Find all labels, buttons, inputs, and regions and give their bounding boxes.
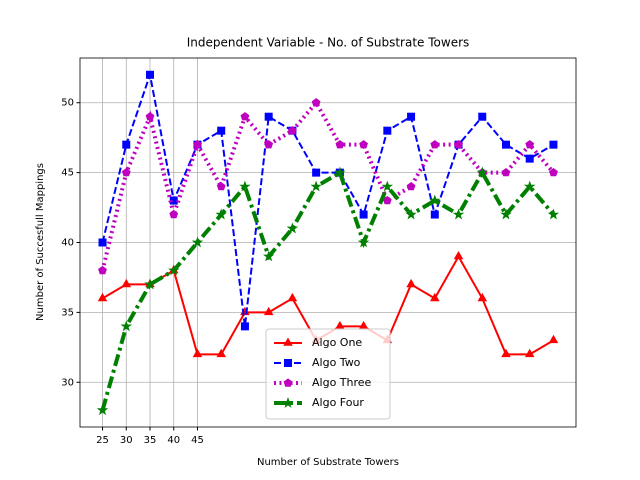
x-tick-label: 45 (191, 435, 204, 446)
marker (405, 208, 417, 220)
series-line (101, 70, 554, 327)
marker (500, 208, 512, 220)
marker (312, 168, 321, 177)
marker (477, 292, 488, 302)
marker (407, 112, 416, 121)
marker (453, 251, 464, 260)
legend-box (265, 328, 391, 420)
marker (286, 222, 299, 234)
series-line (100, 168, 555, 411)
marker (501, 348, 511, 358)
marker (525, 140, 535, 149)
legend-label: Algo Three (312, 376, 372, 389)
marker (283, 378, 293, 387)
marker (547, 208, 560, 220)
marker (310, 180, 322, 192)
marker (216, 181, 226, 191)
x-tick-label: 40 (167, 435, 180, 446)
marker (240, 322, 249, 331)
marker (454, 140, 463, 149)
marker (287, 292, 298, 302)
x-tick-label: 30 (120, 435, 133, 446)
marker (381, 180, 394, 192)
marker (264, 140, 274, 149)
marker (383, 126, 392, 135)
y-tick-label: 35 (61, 307, 74, 318)
marker (240, 112, 250, 121)
y-tick-label: 40 (61, 238, 74, 249)
marker (192, 348, 203, 358)
marker (335, 320, 345, 330)
marker (264, 112, 273, 121)
x-tick-label: 25 (96, 435, 109, 446)
marker (525, 154, 534, 163)
marker (478, 112, 487, 121)
plot-frame (79, 57, 577, 428)
marker (334, 166, 346, 178)
marker (430, 140, 440, 149)
marker (406, 278, 416, 288)
marker (121, 167, 131, 177)
series-line (100, 99, 555, 271)
y-tick-label: 50 (61, 98, 74, 109)
marker (288, 126, 297, 135)
marker (335, 140, 345, 149)
marker (217, 126, 226, 135)
marker (549, 140, 558, 149)
marker (145, 112, 155, 121)
y-tick-label: 30 (61, 377, 74, 388)
marker (168, 264, 180, 276)
marker (549, 167, 558, 177)
y-axis-label: Number of Succesfull Mappings (35, 163, 46, 321)
marker (430, 292, 440, 302)
marker (359, 140, 368, 149)
marker (283, 337, 293, 346)
marker (282, 397, 294, 408)
x-axis-label: Number of Substrate Towers (257, 457, 399, 468)
marker (144, 278, 156, 290)
y-tick-label: 45 (61, 168, 74, 179)
marker (548, 334, 559, 344)
legend: Algo One Algo Two Algo Three Algo Four (265, 328, 391, 420)
marker (191, 236, 204, 248)
legend-label: Algo Two (312, 356, 361, 369)
marker (452, 208, 465, 220)
marker (284, 359, 292, 367)
marker (169, 209, 179, 219)
marker (501, 140, 510, 149)
marker (429, 194, 441, 206)
legend-label: Algo One (312, 336, 362, 349)
marker (359, 210, 368, 219)
marker (239, 180, 251, 192)
marker (122, 140, 131, 149)
marker (311, 98, 321, 107)
marker (96, 404, 109, 416)
marker (406, 181, 416, 191)
marker (98, 265, 107, 275)
marker (121, 278, 132, 288)
marker (97, 292, 108, 302)
x-tick-label: 35 (144, 435, 157, 446)
marker (120, 320, 133, 332)
marker (358, 320, 369, 330)
marker (476, 166, 488, 178)
marker (357, 236, 370, 248)
marker (524, 348, 535, 358)
chart-title: Independent Variable - No. of Substrate … (187, 36, 470, 50)
marker (146, 70, 155, 79)
legend-label: Algo Four (312, 396, 364, 409)
marker (262, 250, 275, 262)
marker (215, 208, 227, 220)
marker (430, 210, 439, 219)
marker (263, 306, 274, 316)
marker (193, 140, 202, 149)
marker (523, 180, 536, 192)
marker (98, 238, 107, 247)
marker (216, 348, 226, 358)
marker (501, 167, 511, 177)
